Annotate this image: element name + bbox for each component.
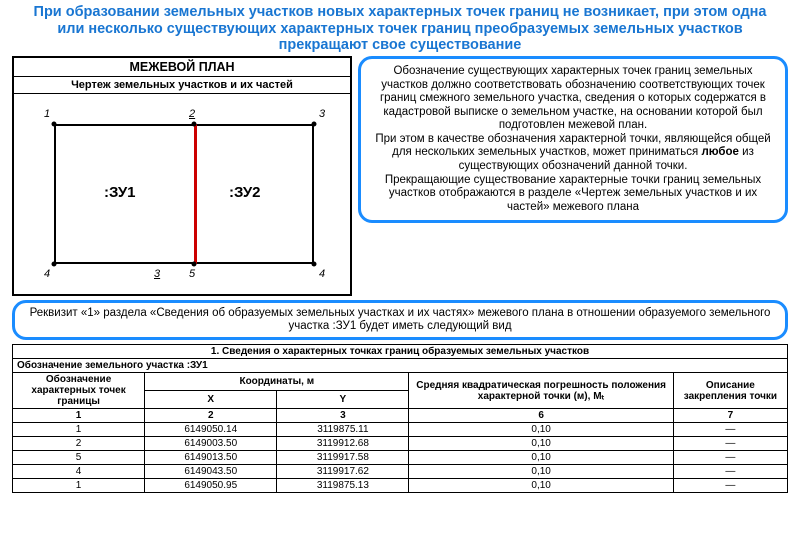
pt-2: 2: [189, 108, 195, 120]
plan-drawing: :ЗУ1 :ЗУ2 1 2 3 4 5 3 4: [14, 94, 350, 294]
mid-section: МЕЖЕВОЙ ПЛАН Чертеж земельных участков и…: [0, 56, 800, 296]
data-table: 1. Сведения о характерных точках границ …: [12, 344, 788, 493]
plan-heading: МЕЖЕВОЙ ПЛАН: [14, 58, 350, 77]
pt-4a: 4: [44, 268, 50, 280]
table-row: 16149050.953119875.130,10—: [13, 479, 788, 493]
callout-line: При этом в качестве обозначения характер…: [369, 133, 777, 174]
pt-4b: 4: [319, 268, 325, 280]
callout-box: Обозначение существующих характерных точ…: [358, 56, 788, 223]
table-row: 56149013.503119917.580,10—: [13, 451, 788, 465]
table-row: 26149003.503119912.680,10—: [13, 437, 788, 451]
pt-1: 1: [44, 108, 50, 120]
table-numrow: 12367: [13, 409, 788, 423]
th-x: X: [145, 391, 277, 409]
table-desig-row: Обозначение земельного участка :ЗУ1: [13, 359, 788, 373]
th-y: Y: [277, 391, 409, 409]
label-zu2: :ЗУ2: [229, 184, 261, 201]
pt-3b: 3: [154, 268, 160, 280]
plan-box: МЕЖЕВОЙ ПЛАН Чертеж земельных участков и…: [12, 56, 352, 296]
table-row: 46149043.503119917.620,10—: [13, 465, 788, 479]
th-desig: Обозначение характерных точек границы: [13, 373, 145, 409]
callout-line: Обозначение существующих характерных точ…: [369, 65, 777, 133]
th-coord: Координаты, м: [145, 373, 409, 391]
table-caption: 1. Сведения о характерных точках границ …: [13, 345, 788, 359]
callout-line: Прекращающие существование характерные т…: [369, 174, 777, 215]
plan-subheading: Чертеж земельных участков и их частей: [14, 77, 350, 94]
label-zu1: :ЗУ1: [104, 184, 136, 201]
table-row: 16149050.143119875.110,10—: [13, 423, 788, 437]
pt-5: 5: [189, 268, 195, 280]
mid-text: Реквизит «1» раздела «Сведения об образу…: [12, 300, 788, 340]
callout-column: Обозначение существующих характерных точ…: [358, 56, 788, 296]
plan-column: МЕЖЕВОЙ ПЛАН Чертеж земельных участков и…: [12, 56, 352, 296]
page-title: При образовании земельных участков новых…: [0, 0, 800, 56]
th-err: Средняя квадратическая погрешность полож…: [409, 373, 673, 409]
th-fix: Описание закрепления точки: [673, 373, 787, 409]
pt-3a: 3: [319, 108, 325, 120]
